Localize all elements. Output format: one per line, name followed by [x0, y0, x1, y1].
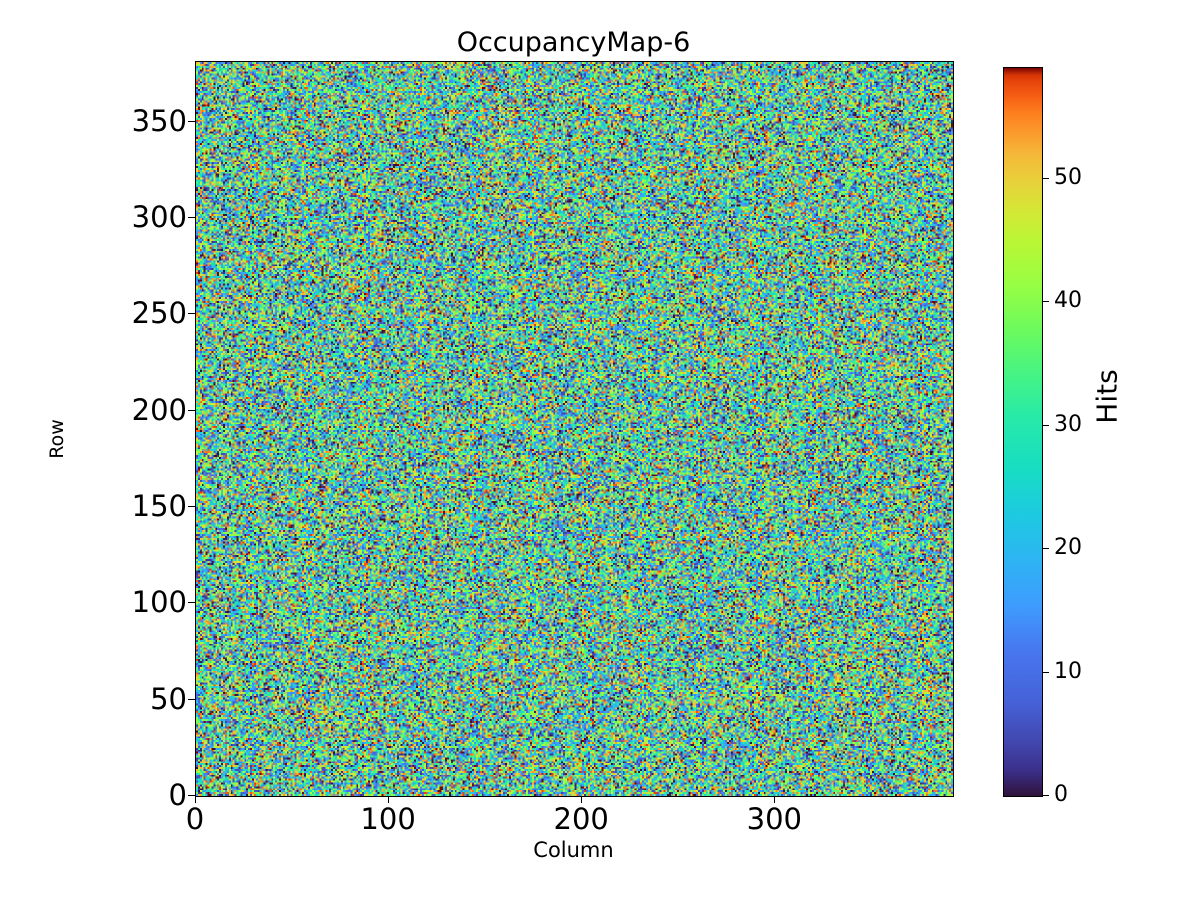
y-tick-label: 100 [131, 585, 187, 620]
y-tick-label: 200 [131, 392, 187, 427]
colorbar-tick-label: 0 [1054, 782, 1068, 807]
y-tick-mark [188, 217, 195, 218]
y-tick-label: 150 [131, 489, 187, 524]
heatmap-plot-area[interactable] [195, 61, 954, 797]
y-tick-mark [188, 410, 195, 411]
chart-title: OccupancyMap-6 [456, 27, 691, 58]
y-tick-label: 250 [131, 296, 187, 331]
colorbar-tick-mark [1043, 425, 1049, 426]
colorbar-tick-label: 20 [1054, 535, 1082, 561]
x-tick-label: 0 [185, 802, 205, 836]
heatmap-image [196, 62, 953, 796]
colorbar-tick-mark [1043, 795, 1049, 796]
colorbar-label: Hits [1090, 369, 1124, 424]
colorbar-tick-label: 50 [1054, 165, 1082, 191]
x-tick-mark [774, 796, 775, 803]
y-tick-mark [188, 795, 195, 796]
y-tick-label: 300 [131, 200, 187, 235]
x-tick-label: 300 [746, 802, 802, 836]
y-tick-mark [188, 699, 195, 700]
colorbar-tick-mark [1043, 178, 1049, 179]
colorbar-gradient [1004, 68, 1042, 796]
x-tick-mark [581, 796, 582, 803]
x-tick-label: 100 [360, 802, 416, 836]
colorbar-tick-mark [1043, 548, 1049, 549]
x-axis-label: Column [533, 838, 614, 862]
y-tick-mark [188, 313, 195, 314]
colorbar-tick-label: 40 [1054, 288, 1082, 314]
y-tick-mark [188, 506, 195, 507]
y-tick-label: 350 [131, 103, 187, 138]
colorbar-tick-label: 10 [1054, 658, 1082, 684]
x-tick-mark [388, 796, 389, 803]
x-tick-mark [195, 796, 196, 803]
y-tick-mark [188, 121, 195, 122]
colorbar-tick-label: 30 [1054, 411, 1082, 437]
y-tick-label: 0 [168, 778, 187, 812]
y-axis-label: Row [46, 419, 68, 459]
colorbar[interactable] [1003, 67, 1043, 797]
y-tick-mark [188, 602, 195, 603]
x-tick-label: 200 [553, 802, 609, 836]
colorbar-tick-mark [1043, 301, 1049, 302]
colorbar-tick-mark [1043, 672, 1049, 673]
y-tick-label: 50 [150, 681, 187, 716]
